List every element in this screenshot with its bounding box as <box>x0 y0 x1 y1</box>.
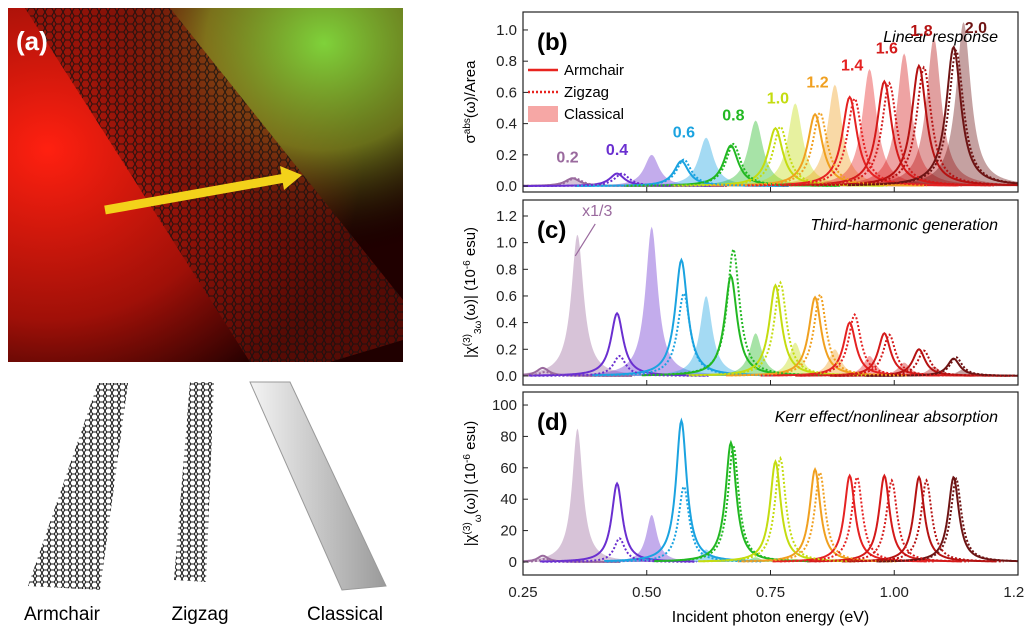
zigzag-lattice <box>174 382 214 582</box>
plot-area <box>523 227 1018 376</box>
y-tick-label: 60 <box>500 460 517 477</box>
y-axis-label-part: |χ <box>462 346 479 358</box>
legend-label: Classical <box>564 106 624 123</box>
armchair-lattice <box>28 383 128 590</box>
chart-panel: 0.0 0.2 0.4 0.6 0.8 1.0 1.2 |χ(3)3ω(ω)| (10-6 e… <box>462 200 1019 385</box>
classical-ribbon <box>250 382 386 590</box>
classical-peak <box>523 429 655 562</box>
y-axis-label-part: esu) <box>462 227 479 260</box>
y-axis-label: |χ(3)ω(ω)| (10-6 esu) <box>462 421 484 547</box>
panel-label: (a) <box>16 26 48 56</box>
x-tick-label: 0.75 <box>756 584 785 601</box>
y-tick-label: 0.8 <box>496 53 517 70</box>
ribbon-label: Zigzag <box>171 604 228 625</box>
annotation: 0.4 <box>606 142 628 159</box>
annotation: 1.0 <box>767 90 789 107</box>
y-axis-label-part: (ω)| (10 <box>462 463 479 514</box>
panel-label: (d) <box>537 409 568 436</box>
y-axis-label-part: 3ω <box>473 320 484 334</box>
legend-swatch <box>528 106 558 122</box>
y-tick-label: 0.4 <box>496 315 517 332</box>
y-tick-label: 0.2 <box>496 341 517 358</box>
panel-label: (c) <box>537 217 566 244</box>
y-tick-label: 80 <box>500 428 517 445</box>
y-tick-label: 1.0 <box>496 235 517 252</box>
chart-panel: 0 20 40 60 80 100 0.25 0.50 0.75 1.00 1.25 Incident… <box>462 392 1025 626</box>
annotation: 1.6 <box>876 40 898 57</box>
y-tick-label: 1.0 <box>496 22 517 39</box>
ribbon-label: Classical <box>307 604 383 625</box>
annotation: 1.2 <box>806 75 828 92</box>
y-axis-label-part: (ω)| (10 <box>462 269 479 320</box>
page: (a) Armchair Zigzag Classical 0.00.20.40… <box>0 0 1025 627</box>
y-tick-label: 100 <box>492 397 517 414</box>
annotation: 0.6 <box>673 125 695 142</box>
y-tick-label: 40 <box>500 491 517 508</box>
y-tick-label: 0 <box>509 554 517 571</box>
x-tick-label: 1.25 <box>1003 584 1025 601</box>
y-axis-label-part: |χ <box>462 534 479 546</box>
y-tick-label: 0.2 <box>496 147 517 164</box>
y-axis-label-part: abs <box>462 118 473 134</box>
x-axis-label: Incident photon energy (eV) <box>672 609 869 626</box>
x-tick-label: 0.25 <box>508 584 537 601</box>
y-tick-label: 0.8 <box>496 261 517 278</box>
figure: (a) Armchair Zigzag Classical 0.00.20.40… <box>0 0 1025 627</box>
panel-title: Kerr effect/nonlinear absorption <box>775 409 998 426</box>
y-tick-label: 20 <box>500 523 517 540</box>
y-axis-label-part: (3) <box>462 522 473 534</box>
ribbon-label: Armchair <box>24 604 101 625</box>
y-axis-label-part: (ω)/Area <box>462 60 479 118</box>
y-tick-label: 0.0 <box>496 178 517 195</box>
annotation: x1/3 <box>582 203 612 220</box>
y-axis-label: σabs(ω)/Area <box>462 60 480 144</box>
annotation: 0.8 <box>722 107 744 124</box>
annotation: 0.2 <box>556 150 578 167</box>
y-tick-label: 0.4 <box>496 116 517 133</box>
legend-label: Armchair <box>564 62 624 79</box>
y-axis-label: |χ(3)3ω(ω)| (10-6 esu) <box>462 227 484 358</box>
annotation: 2.0 <box>965 20 987 37</box>
panel-title: Third-harmonic generation <box>810 217 998 234</box>
chart-panel: 0.00.20.40.60.81.0σabs(ω)/Area(b)Linear … <box>462 12 1019 195</box>
y-tick-label: 1.2 <box>496 208 517 225</box>
y-axis-label-part: esu) <box>462 421 479 454</box>
annotation: 1.8 <box>910 23 932 40</box>
panel-label: (b) <box>537 29 568 56</box>
zigzag-peak <box>743 473 897 562</box>
legend-label: Zigzag <box>564 84 609 101</box>
y-tick-label: 0.6 <box>496 288 517 305</box>
zigzag-peak <box>607 487 761 562</box>
y-axis-label-part: (3) <box>462 334 473 346</box>
y-axis-label-part: ω <box>473 514 484 522</box>
y-tick-label: 0.6 <box>496 84 517 101</box>
illustration: (a) Armchair Zigzag Classical <box>8 8 403 625</box>
y-tick-label: 0.0 <box>496 368 517 385</box>
annotation: 1.4 <box>841 58 863 75</box>
x-tick-label: 0.50 <box>632 584 661 601</box>
x-tick-label: 1.00 <box>880 584 909 601</box>
plot-area <box>523 421 1018 562</box>
